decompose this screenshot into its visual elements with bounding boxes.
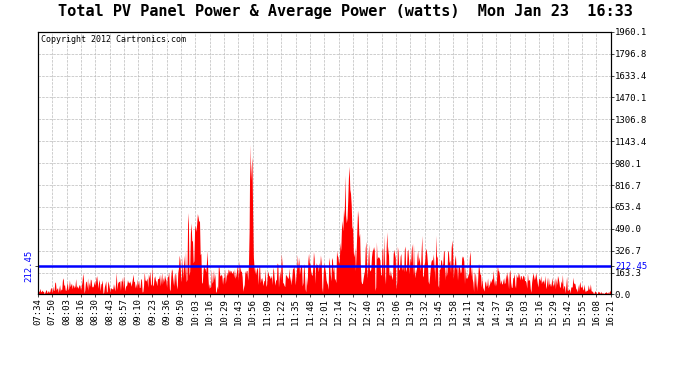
Text: Total PV Panel Power & Average Power (watts)  Mon Jan 23  16:33: Total PV Panel Power & Average Power (wa… [57,4,633,19]
Text: Copyright 2012 Cartronics.com: Copyright 2012 Cartronics.com [41,34,186,44]
